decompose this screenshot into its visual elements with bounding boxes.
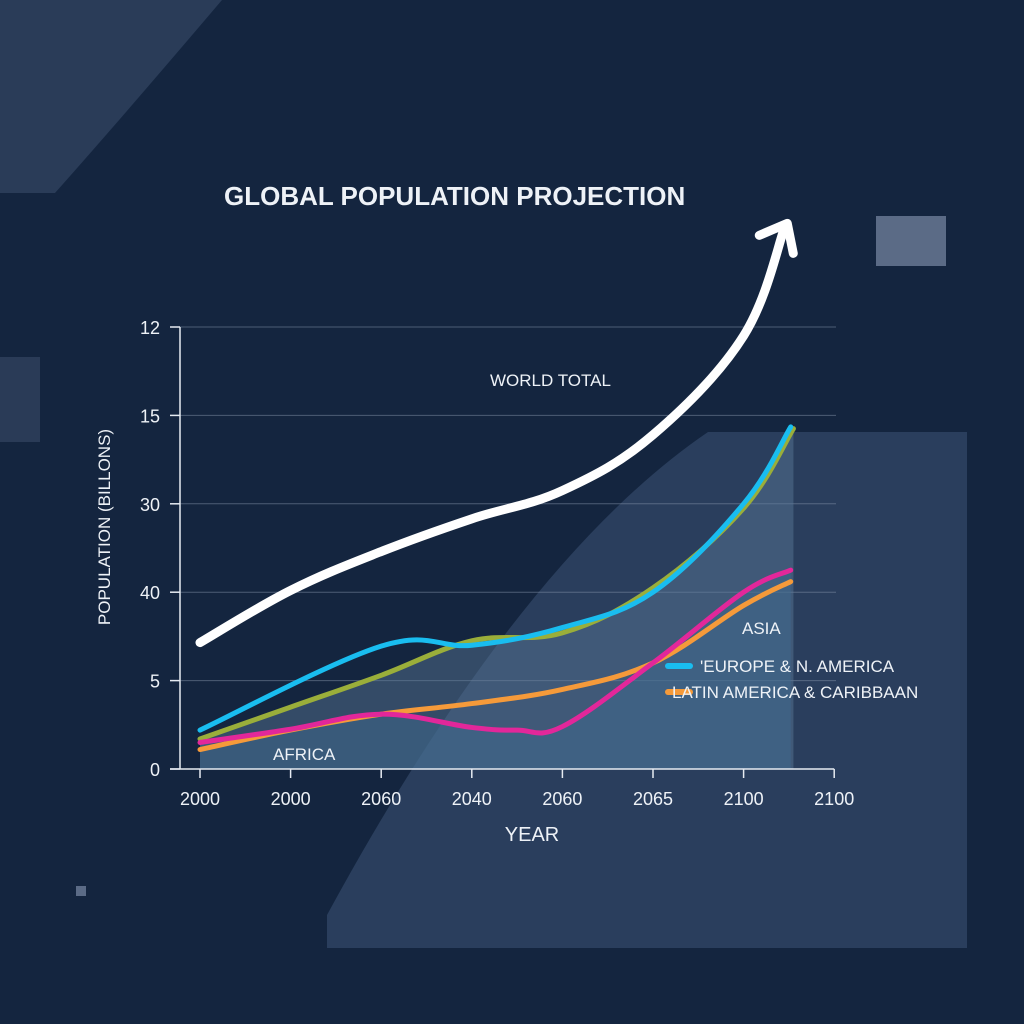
y-axis-label: POPULATION (BILLONS) xyxy=(95,429,114,625)
bg-corner-shape xyxy=(0,0,222,193)
y-tick-label: 5 xyxy=(150,672,160,692)
x-tick-label: 2100 xyxy=(814,789,854,809)
x-tick-label: 2000 xyxy=(180,789,220,809)
series-line xyxy=(195,220,790,648)
annotation-world-total: WORLD TOTAL xyxy=(490,371,611,390)
bg-small-square xyxy=(76,886,86,896)
annotation-asia: ASIA xyxy=(742,619,781,638)
annotation-africa: AFRICA xyxy=(273,745,336,764)
chart-title: GLOBAL POPULATION PROJECTION xyxy=(224,181,685,211)
series-line xyxy=(197,567,794,745)
arrow-head-icon xyxy=(754,218,798,258)
x-tick-label: 2060 xyxy=(542,789,582,809)
x-tick-label: 2100 xyxy=(724,789,764,809)
bg-rect-left xyxy=(0,357,40,442)
series-line xyxy=(197,424,794,733)
y-tick-label: 12 xyxy=(140,318,160,338)
y-tick-label: 0 xyxy=(150,760,160,780)
y-tick-label: 40 xyxy=(140,583,160,603)
x-tick-label: 2060 xyxy=(361,789,401,809)
y-tick-label: 30 xyxy=(140,495,160,515)
x-axis-label: YEAR xyxy=(505,824,559,846)
legend: 'EUROPE & N. AMERICA LATIN AMERICA & CAR… xyxy=(665,657,918,702)
legend-label-latin-america: LATIN AMERICA & CARIBBAAN xyxy=(672,683,918,702)
x-tick-label: 2065 xyxy=(633,789,673,809)
bg-square-right xyxy=(876,216,946,266)
x-tick-label: 2000 xyxy=(271,789,311,809)
legend-label-europe: 'EUROPE & N. AMERICA xyxy=(700,657,895,676)
y-tick-label: 15 xyxy=(140,406,160,426)
x-tick-label: 2040 xyxy=(452,789,492,809)
